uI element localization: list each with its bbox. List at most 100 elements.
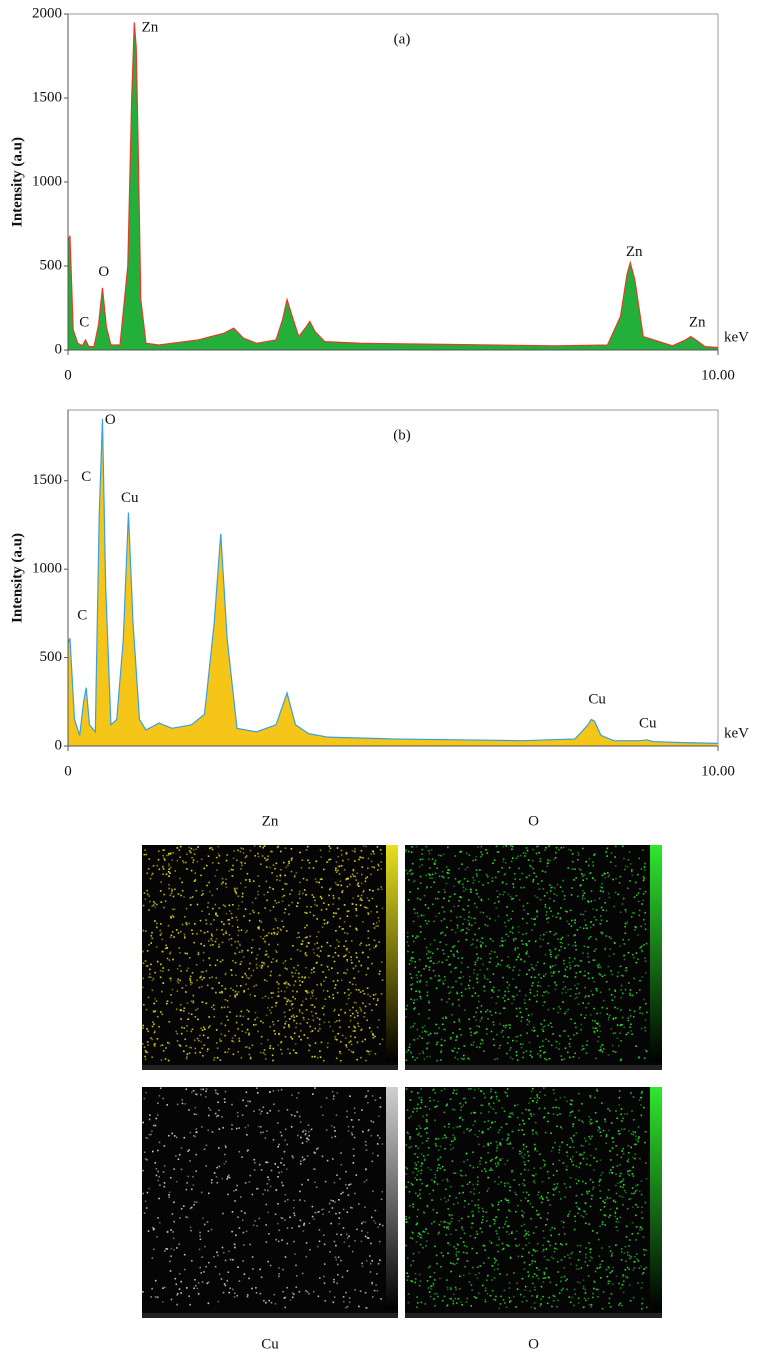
map-dot: [468, 1019, 470, 1021]
map-dot: [626, 1226, 628, 1228]
map-dot: [360, 1057, 362, 1059]
map-dot: [605, 1142, 607, 1144]
map-dot: [553, 971, 555, 973]
map-dot: [333, 980, 335, 982]
map-dot: [589, 1165, 591, 1167]
map-dot: [430, 886, 432, 888]
map-dot: [508, 1202, 510, 1204]
map-dot: [195, 1107, 197, 1109]
map-dot: [411, 851, 413, 853]
map-dot: [420, 1179, 422, 1181]
map-dot: [278, 1090, 280, 1092]
map-dot: [624, 1128, 626, 1130]
map-dot: [567, 1278, 569, 1280]
map-dot: [523, 1296, 525, 1298]
map-dot: [484, 974, 486, 976]
map-dot: [154, 903, 156, 905]
map-dot: [617, 894, 619, 896]
map-dot: [411, 988, 413, 990]
map-dot: [485, 1171, 487, 1173]
map-dot: [189, 850, 191, 852]
map-dot: [409, 1046, 411, 1048]
map-background: [142, 1087, 398, 1318]
map-dot: [351, 1132, 353, 1134]
map-dot: [639, 1008, 641, 1010]
map-dot: [333, 1281, 335, 1283]
map-dot: [522, 1183, 524, 1185]
map-dot: [259, 885, 261, 887]
map-dot: [627, 1145, 629, 1147]
map-dot: [201, 894, 203, 896]
map-dot: [632, 875, 634, 877]
map-dot: [180, 1281, 182, 1283]
map-dot: [340, 1260, 342, 1262]
map-dot: [370, 1271, 372, 1273]
map-dot: [557, 1183, 559, 1185]
map-dot: [501, 945, 503, 947]
map-dot: [378, 1019, 380, 1021]
map-dot: [352, 850, 354, 852]
map-dot: [215, 977, 217, 979]
map-dot: [476, 978, 478, 980]
map-dot: [616, 1207, 618, 1209]
map-dot: [546, 1248, 548, 1250]
map-dot: [288, 1024, 290, 1026]
map-dot: [531, 1014, 533, 1016]
map-dot: [435, 860, 437, 862]
map-dot: [253, 912, 255, 914]
map-dot: [280, 929, 282, 931]
map-dot: [216, 929, 218, 931]
map-dot: [460, 916, 462, 918]
map-dot: [560, 1243, 562, 1245]
map-dot: [476, 873, 478, 875]
map-dot: [178, 1158, 180, 1160]
map-dot: [639, 1099, 641, 1101]
map-dot: [515, 1211, 517, 1213]
map-dot: [291, 871, 293, 873]
map-dot: [278, 1172, 280, 1174]
map-dot: [601, 883, 603, 885]
map-dot: [587, 946, 589, 948]
map-dot: [552, 1033, 554, 1035]
map-dot: [273, 906, 275, 908]
map-dot: [606, 910, 608, 912]
map-dot: [583, 1280, 585, 1282]
map-dot: [577, 896, 579, 898]
map-dot: [345, 954, 347, 956]
map-dot: [144, 1056, 146, 1058]
map-dot: [313, 1291, 315, 1293]
map-dot: [467, 905, 469, 907]
map-dot: [278, 991, 280, 993]
map-dot: [379, 1224, 381, 1226]
map-dot: [429, 961, 431, 963]
map-dot: [599, 1128, 601, 1130]
map-dot: [562, 891, 564, 893]
map-dot: [295, 1027, 297, 1029]
map-dot: [620, 1186, 622, 1188]
map-dot: [414, 961, 416, 963]
map-dot: [417, 1134, 419, 1136]
map-dot: [585, 861, 587, 863]
map-dot: [145, 1137, 147, 1139]
map-dot: [292, 990, 294, 992]
map-dot: [307, 1155, 309, 1157]
map-dot: [183, 1205, 185, 1207]
map-dot: [495, 1296, 497, 1298]
map-dot: [147, 1031, 149, 1033]
map-dot: [521, 1112, 523, 1114]
map-dot: [284, 991, 286, 993]
map-dot: [417, 1029, 419, 1031]
map-dot: [607, 1108, 609, 1110]
map-dot: [585, 1292, 587, 1294]
map-dot: [176, 1304, 178, 1306]
map-dot: [264, 1189, 266, 1191]
map-dot: [364, 906, 366, 908]
map-dot: [567, 1215, 569, 1217]
map-dot: [340, 880, 342, 882]
map-dot: [524, 1289, 526, 1291]
map-dot: [175, 1155, 177, 1157]
map-dot: [164, 1145, 166, 1147]
map-dot: [436, 1044, 438, 1046]
map-dot: [192, 933, 194, 935]
map-dot: [576, 972, 578, 974]
